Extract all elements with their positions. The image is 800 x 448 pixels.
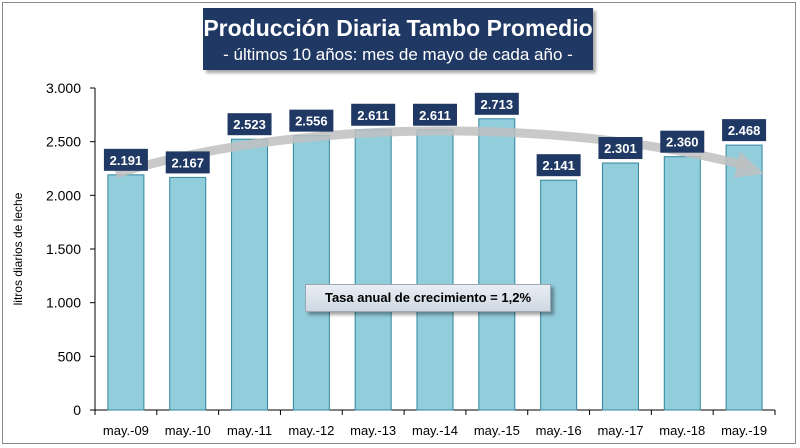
data-label-box bbox=[536, 154, 581, 177]
x-tick-label: may.-16 bbox=[536, 423, 582, 438]
data-label: 2.556 bbox=[295, 114, 328, 129]
title-box: Producción Diaria Tambo Promedio - últim… bbox=[203, 8, 593, 70]
y-tick-label: 1.000 bbox=[46, 295, 81, 311]
data-label-box bbox=[413, 103, 457, 126]
y-tick-label: 3.000 bbox=[46, 80, 81, 96]
bar bbox=[354, 129, 392, 411]
bar bbox=[292, 135, 330, 411]
x-tick-label: may.-11 bbox=[227, 423, 272, 438]
data-label: 2.468 bbox=[728, 123, 761, 138]
data-label: 2.713 bbox=[481, 97, 514, 112]
data-label-box bbox=[103, 148, 148, 171]
data-label-box bbox=[722, 119, 767, 142]
trend-arrow-head bbox=[734, 151, 765, 178]
bar bbox=[478, 118, 516, 411]
bar bbox=[601, 162, 639, 411]
data-label: 2.360 bbox=[666, 135, 699, 150]
data-label: 2.523 bbox=[233, 117, 266, 132]
x-tick-label: may.-10 bbox=[165, 423, 211, 438]
x-tick-label: may.-17 bbox=[597, 423, 643, 438]
data-label-box bbox=[660, 130, 705, 153]
x-tick-label: may.-13 bbox=[350, 423, 396, 438]
y-axis-label: litros diarios de leche bbox=[11, 192, 25, 305]
bar bbox=[663, 156, 701, 411]
bar bbox=[416, 129, 454, 411]
data-label: 2.167 bbox=[171, 155, 204, 170]
bar bbox=[231, 138, 269, 411]
data-label: 2.301 bbox=[604, 141, 637, 156]
y-tick-label: 2.000 bbox=[46, 187, 81, 203]
x-tick-label: may.-19 bbox=[721, 423, 767, 438]
data-label-box bbox=[289, 109, 334, 132]
y-tick-label: 1.500 bbox=[46, 241, 81, 257]
data-label-box bbox=[227, 113, 272, 136]
y-tick-label: 500 bbox=[58, 348, 82, 364]
data-label-box bbox=[598, 137, 643, 160]
data-label-box bbox=[351, 103, 396, 126]
data-label-box bbox=[474, 92, 519, 115]
x-tick-label: may.-12 bbox=[288, 423, 334, 438]
x-tick-label: may.-15 bbox=[474, 423, 520, 438]
data-label: 2.611 bbox=[357, 108, 389, 123]
x-tick-label: may.-18 bbox=[659, 423, 705, 438]
bar bbox=[725, 144, 763, 411]
x-tick-label: may.-14 bbox=[412, 423, 458, 438]
y-tick-label: 2.500 bbox=[46, 134, 81, 150]
x-tick-label: may.-09 bbox=[103, 423, 149, 438]
data-label: 2.611 bbox=[419, 108, 451, 123]
y-tick-label: 0 bbox=[73, 402, 81, 418]
growth-rate-annotation: Tasa anual de crecimiento = 1,2% bbox=[305, 284, 551, 312]
chart-title: Producción Diaria Tambo Promedio bbox=[203, 15, 593, 41]
bar bbox=[169, 176, 207, 411]
data-label-box bbox=[165, 151, 210, 174]
data-label: 2.141 bbox=[542, 158, 575, 173]
data-label: 2.191 bbox=[110, 153, 143, 168]
bar bbox=[107, 174, 145, 411]
chart-subtitle: - últimos 10 años: mes de mayo de cada a… bbox=[223, 45, 573, 64]
